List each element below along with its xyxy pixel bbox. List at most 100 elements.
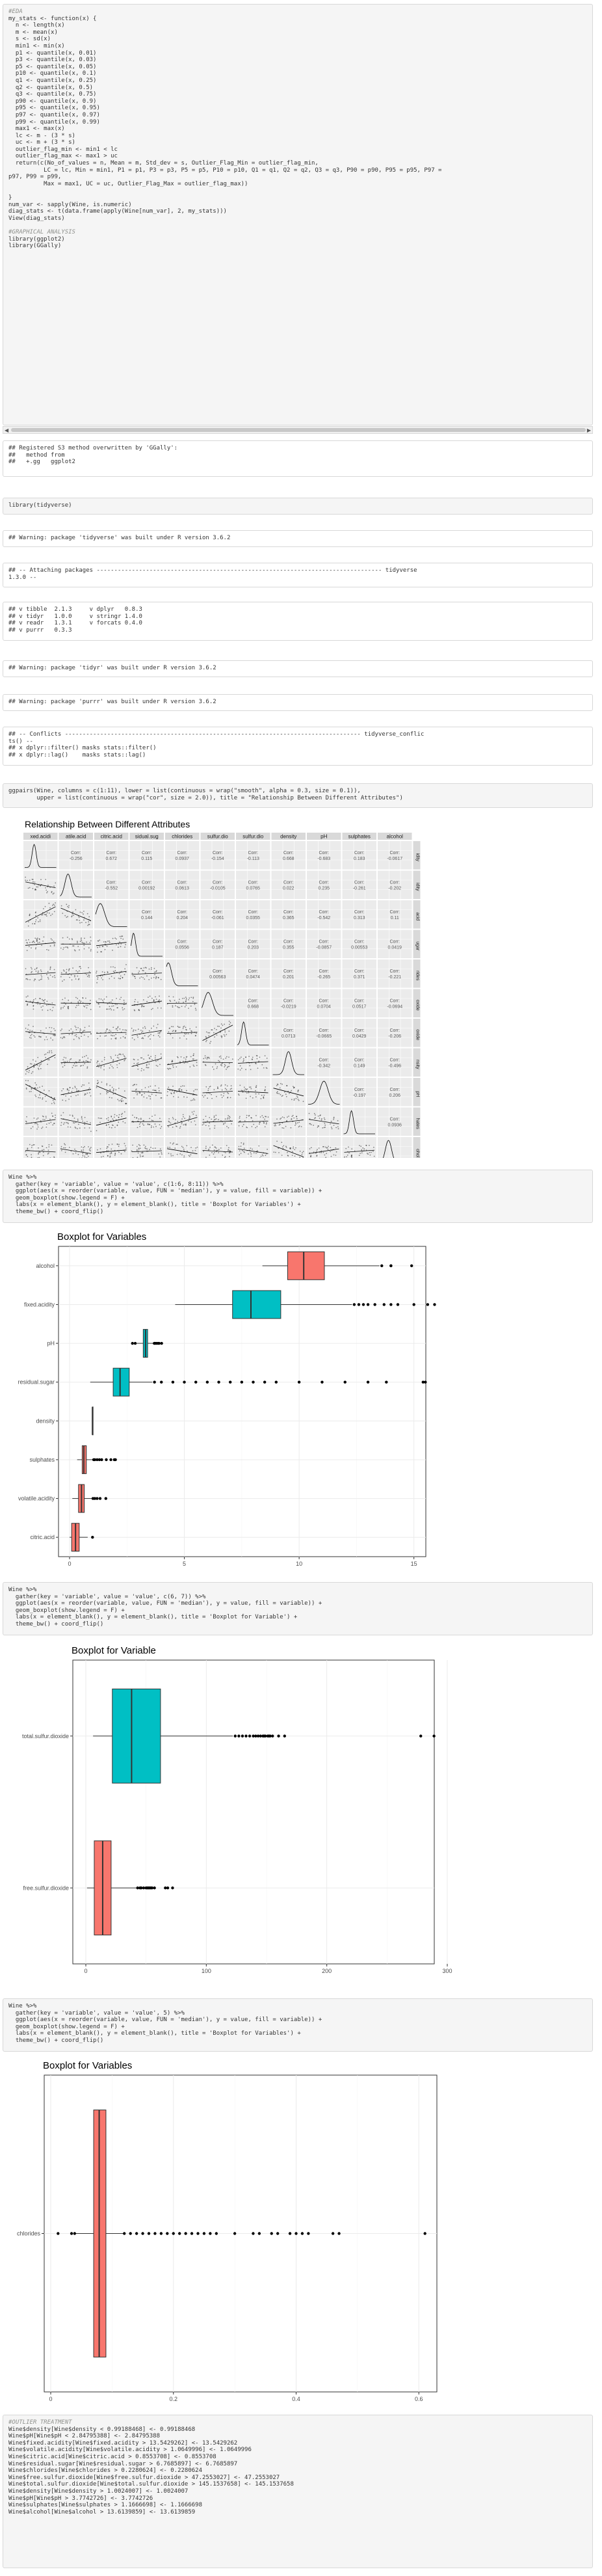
scatter-point: [242, 1144, 244, 1146]
scrollbar-thumb[interactable]: [11, 428, 586, 432]
scatter-point: [38, 1151, 40, 1153]
scatter-point: [324, 1122, 326, 1124]
scatter-point: [118, 1062, 120, 1064]
scatter-point: [46, 913, 47, 915]
scatter-point: [77, 978, 79, 980]
scatter-point: [64, 1064, 66, 1066]
scatter-point: [296, 1122, 298, 1123]
scatter-point: [97, 976, 99, 978]
scatter-point: [133, 1009, 135, 1011]
panel-background: [236, 989, 270, 1017]
scatter-point: [189, 1118, 190, 1119]
scatter-point: [74, 1087, 76, 1088]
scatter-point: [140, 1156, 141, 1157]
scatter-point: [251, 1058, 253, 1060]
scatter-point: [27, 1003, 29, 1005]
scatter-point: [96, 1000, 98, 1002]
scatter-point: [343, 1157, 345, 1158]
scatter-point: [82, 997, 84, 999]
scatter-point: [50, 938, 52, 940]
scatter-point: [204, 1064, 206, 1066]
scroll-left-icon[interactable]: ◀: [5, 427, 9, 433]
scatter-point: [150, 1095, 151, 1097]
scatter-point: [86, 1067, 88, 1069]
scatter-point: [50, 1121, 52, 1123]
scatter-point: [37, 1126, 39, 1128]
outlier-point: [389, 1264, 393, 1268]
scatter-point: [212, 1066, 213, 1067]
scatter-point: [111, 1086, 113, 1088]
scatter-point: [150, 1038, 151, 1040]
scatter-point: [155, 1090, 157, 1092]
horizontal-scrollbar[interactable]: ◀ ▶: [3, 426, 593, 434]
scatter-point: [183, 1157, 185, 1158]
outlier-point: [240, 1380, 244, 1384]
scatter-point: [220, 1147, 222, 1149]
scatter-point: [138, 972, 139, 974]
corr-value: -0.202: [388, 886, 401, 891]
scroll-right-icon[interactable]: ▶: [586, 427, 591, 433]
scatter-point: [294, 1121, 296, 1123]
smooth-line: [308, 1119, 339, 1125]
scatter-point: [111, 1038, 112, 1040]
smooth-line: [96, 1085, 127, 1099]
scatter-point: [190, 1147, 192, 1148]
scatter-point: [257, 1067, 259, 1069]
scatter-point: [187, 1062, 189, 1064]
scatter-point: [309, 1123, 310, 1125]
scatter-point: [105, 941, 107, 943]
scatter-point: [220, 1120, 222, 1121]
scatter-point: [144, 1027, 146, 1029]
scatter-point: [72, 1114, 73, 1116]
scatter-point: [154, 1085, 156, 1086]
scatter-point: [276, 1092, 278, 1094]
scatter-point: [77, 971, 79, 973]
code-line: return(c(No_of_values = n, Mean = m, Std…: [8, 160, 319, 167]
scatter-point: [224, 1118, 226, 1120]
scatter-point: [264, 1088, 266, 1090]
scatter-point: [229, 1149, 230, 1151]
scatter-point: [52, 1115, 53, 1117]
scatter-point: [112, 1059, 114, 1060]
code-line: ggplot(aes(x = reorder(variable, value, …: [8, 1188, 322, 1195]
scatter-point: [75, 1034, 77, 1036]
scatter-point: [34, 1087, 36, 1089]
chart-title: Boxplot for Variables: [57, 1231, 146, 1242]
scatter-point: [123, 999, 125, 1001]
smooth-line: [273, 1120, 304, 1124]
scatter-point: [25, 1154, 27, 1155]
scatter-point: [47, 1064, 48, 1066]
scatter-point: [34, 998, 36, 1000]
scatter-point: [51, 1112, 53, 1114]
scatter-point: [43, 908, 44, 909]
scatter-point: [68, 999, 70, 1001]
scatter-point: [142, 969, 144, 971]
scatter-point: [222, 1095, 224, 1097]
scatter-point: [172, 1117, 174, 1118]
scatter-point: [90, 1146, 92, 1148]
scatter-point: [116, 1143, 118, 1145]
scatter-point: [34, 969, 36, 971]
panel-background: [378, 1048, 412, 1077]
scatter-point: [224, 1156, 226, 1158]
scatter-point: [181, 1006, 183, 1007]
scatter-point: [172, 996, 174, 998]
scatter-point: [361, 1149, 363, 1151]
scatter-point: [96, 1082, 98, 1084]
scatter-point: [136, 1150, 138, 1151]
scatter-point: [53, 911, 55, 913]
scatter-point: [229, 1156, 230, 1157]
outlier-point: [385, 1380, 388, 1384]
output-conflicts: ## -- Conflicts ------------------------…: [3, 727, 593, 766]
scatter-point: [84, 1155, 86, 1157]
corr-label: Corr:: [319, 939, 329, 944]
scatter-point: [239, 1154, 241, 1156]
scatter-point: [120, 971, 122, 973]
scatter-point: [116, 1144, 118, 1146]
scatter-point: [216, 1028, 217, 1030]
panel-background: [378, 1107, 412, 1136]
scatter-point: [120, 1054, 122, 1055]
scatter-point: [174, 1147, 176, 1149]
smooth-line: [166, 1032, 198, 1034]
scatter-point: [40, 1006, 42, 1008]
